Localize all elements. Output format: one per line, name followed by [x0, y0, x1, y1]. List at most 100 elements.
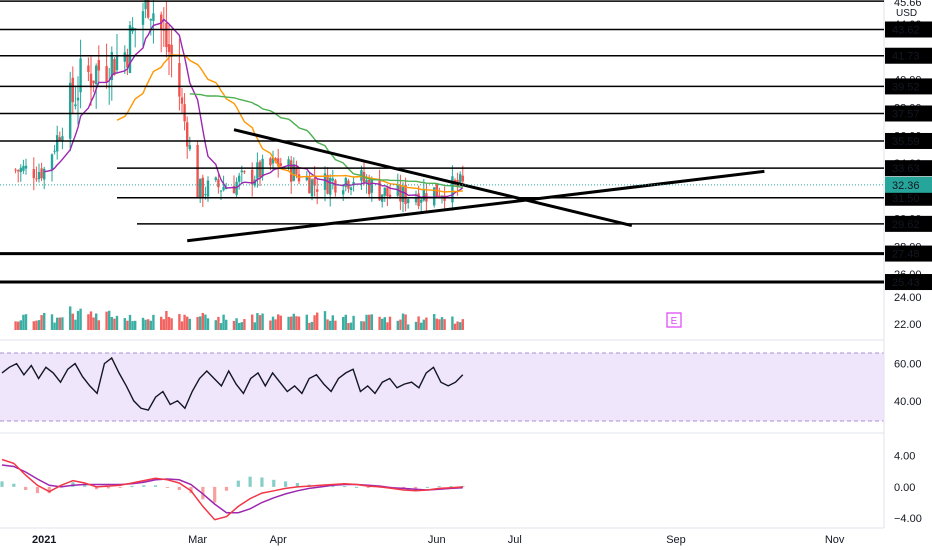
volume-bar — [313, 315, 316, 330]
macd-histogram-bar — [260, 477, 264, 487]
rsi-tick-label: 40.00 — [894, 396, 922, 408]
volume-bar — [14, 321, 17, 330]
volume-bar — [186, 316, 189, 330]
macd-histogram-bar — [295, 482, 299, 487]
candle-body — [269, 158, 272, 166]
level-label-bg — [885, 47, 932, 64]
volume-bar — [217, 316, 220, 330]
price-axis[interactable]: USD26.0028.0030.0032.0034.0036.0038.0040… — [0, 0, 932, 525]
volume-bar — [56, 317, 59, 330]
volume-bar — [219, 323, 223, 330]
volume-bar — [204, 314, 207, 330]
volume-bar — [456, 321, 459, 330]
volume-bar — [201, 312, 204, 330]
volume-bar — [19, 320, 22, 330]
time-axis[interactable]: 2021 Mar Apr Jun Jul Sep Nov — [32, 534, 845, 546]
candle-body — [407, 199, 410, 203]
candle-body — [188, 145, 191, 150]
volume-bar — [79, 308, 82, 330]
candle-body — [352, 182, 355, 186]
volume-bar — [347, 323, 350, 330]
price-top-label: 45.66 — [894, 0, 922, 9]
candle-body — [310, 179, 314, 197]
candle-body — [53, 150, 56, 152]
volume-bar — [290, 316, 293, 330]
volume-bar — [459, 322, 462, 330]
volume-bar — [256, 313, 259, 330]
trendlines[interactable] — [187, 128, 765, 243]
volume-bar — [261, 313, 264, 330]
candle-body — [141, 11, 145, 25]
price-pane[interactable] — [0, 0, 884, 288]
volume-bar — [404, 314, 407, 330]
candle-body — [69, 82, 72, 139]
volume-bar — [149, 320, 152, 330]
candle-body — [199, 178, 202, 199]
macd-histogram-bar — [236, 480, 240, 487]
macd-histogram-bar — [354, 486, 359, 488]
candle-body — [97, 60, 100, 71]
candle-body — [232, 186, 236, 194]
macd-histogram-bar — [272, 479, 276, 487]
volume-bar — [225, 319, 228, 330]
volume-bar — [433, 314, 436, 330]
level-label: 43.62 — [892, 24, 920, 36]
macd-histogram-bar — [224, 486, 229, 491]
candle-body — [316, 189, 319, 192]
currency-label[interactable]: USD — [896, 8, 917, 19]
volume-bar — [438, 319, 441, 330]
level-label-bg — [885, 105, 932, 122]
candle-body — [292, 164, 295, 181]
candle-body — [56, 135, 59, 152]
volume-bar — [440, 317, 444, 330]
volume-bar — [238, 322, 241, 330]
level-label: 39.52 — [892, 81, 920, 93]
macd-histogram-bar — [213, 486, 217, 503]
volume-bar — [443, 319, 446, 330]
earnings-marker[interactable] — [666, 312, 682, 328]
candle-body — [123, 52, 126, 62]
candle-body — [243, 171, 246, 173]
trendline-ascending[interactable] — [187, 169, 765, 243]
earnings-marker-label: E — [671, 316, 678, 327]
candle-body — [178, 63, 181, 97]
trendline-descending[interactable] — [233, 128, 633, 227]
candle-body — [222, 186, 225, 191]
volume-bar — [365, 314, 368, 330]
event-markers[interactable]: E — [666, 312, 682, 328]
horizontal-levels[interactable] — [0, 0, 884, 284]
volume-bar — [287, 316, 290, 330]
volume-bar — [269, 320, 272, 330]
candle-body — [14, 169, 17, 171]
volume-bar — [115, 315, 119, 330]
candle-body — [24, 165, 28, 169]
ma-short-line — [44, 18, 464, 199]
candle-body — [399, 186, 402, 202]
macd-histogram-bar — [47, 486, 51, 494]
candle-body — [95, 65, 98, 85]
candle-body — [326, 174, 329, 194]
candle-body — [271, 157, 275, 164]
macd-histogram-bar — [425, 486, 429, 488]
macd-tick-label: −4.00 — [894, 513, 922, 525]
candle-body — [404, 184, 407, 204]
volume-bar — [152, 314, 155, 330]
volume-bar — [253, 322, 256, 330]
candle-body — [323, 173, 327, 190]
candle-body — [92, 80, 95, 84]
volume-bar — [451, 316, 454, 330]
volume-bar — [37, 320, 41, 330]
volume-bar — [323, 311, 327, 330]
candle-body — [461, 175, 464, 182]
volume-bar — [141, 317, 145, 330]
candle-body — [368, 180, 371, 195]
volume-bar — [53, 322, 56, 330]
volume-bar — [32, 321, 35, 330]
volume-bar — [344, 314, 347, 330]
candle-body — [305, 177, 308, 181]
candle-body — [370, 178, 373, 193]
volume-bar — [370, 314, 373, 330]
candle-body — [144, 0, 147, 10]
level-label-bg — [885, 245, 932, 262]
